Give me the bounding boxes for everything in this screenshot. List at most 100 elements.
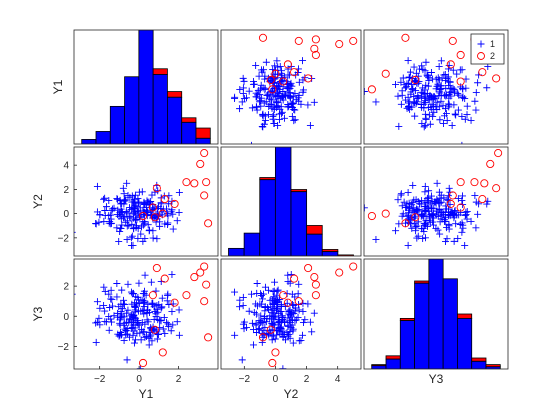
point-group1 [459,192,467,200]
point-group1 [413,234,421,242]
point-group1 [121,325,129,333]
point-group2 [138,358,148,368]
point-group1 [252,103,260,111]
point-group1 [261,283,269,291]
point-group2 [268,85,277,94]
point-group1 [130,327,138,335]
point-group1 [461,241,469,249]
point-group1 [428,100,436,108]
point-group1 [419,89,427,97]
point-group1 [148,299,156,307]
point-group1 [119,300,127,308]
point-group2 [367,85,376,94]
point-group1 [440,216,448,224]
point-group1 [467,116,475,124]
point-group2 [290,68,299,77]
point-group1 [264,304,272,312]
point-group1 [426,120,434,128]
point-group1 [435,103,443,111]
point-group2 [381,209,390,218]
point-group1 [271,335,279,343]
point-group1 [407,68,415,76]
point-group1 [278,108,286,116]
hist-bar-group1 [152,74,168,144]
point-group1 [394,92,402,100]
point-group2 [480,179,489,188]
hist-bar-group1 [385,358,401,369]
point-group1 [238,356,246,364]
point-group1 [137,212,145,220]
point-group1 [270,111,278,119]
legend-marker-circle [477,52,485,60]
x-axis-label-Y3: Y3 [429,372,444,386]
point-group1 [410,63,418,71]
point-group1 [463,208,471,216]
point-group1 [405,104,413,112]
point-group1 [467,217,475,225]
point-group1 [295,91,303,99]
y-axis-label-Y3: Y3 [31,306,45,321]
point-group1 [445,184,453,192]
point-group2 [492,74,501,83]
point-group1 [395,220,403,228]
point-group1 [426,218,434,226]
hist-bar-group1 [306,233,323,256]
x-tick-label: −2 [94,374,106,385]
point-group1 [118,305,126,313]
point-group1 [140,199,148,207]
point-group1 [163,318,171,326]
point-group2 [486,159,495,169]
point-group2 [150,325,159,334]
point-group1 [406,98,414,106]
point-group1 [277,103,285,111]
point-group1 [165,323,173,331]
point-group2 [311,50,320,60]
point-group1 [454,235,462,243]
point-group1 [116,228,124,236]
x-tick-label: −2 [239,374,251,385]
point-group1 [253,280,261,288]
panel-Y3-Y2 [220,258,362,370]
point-group1 [120,213,128,221]
point-group1 [451,206,459,214]
point-group1 [270,315,278,323]
point-group1 [474,210,482,218]
point-group2 [148,203,157,212]
point-group1 [249,341,257,349]
point-group1 [291,89,299,97]
point-group1 [95,314,103,322]
point-group1 [422,221,430,229]
point-group1 [427,192,435,200]
point-group1 [474,79,482,87]
point-group1 [113,293,121,301]
point-group1 [297,100,305,108]
point-group1 [430,214,438,222]
point-group1 [175,189,183,197]
point-group1 [424,71,432,79]
point-group1 [304,101,312,109]
point-group1 [423,72,431,80]
point-group1 [128,232,136,240]
point-group1 [397,100,405,108]
point-group1 [108,318,116,326]
point-group2 [152,263,161,273]
point-group1 [236,296,244,304]
point-group1 [173,318,181,326]
point-group1 [130,311,138,319]
point-group1 [168,270,176,278]
point-group1 [409,181,417,189]
panel-frame [73,258,219,370]
point-group1 [167,327,175,335]
legend: 12 [470,33,505,65]
point-group1 [255,72,263,80]
point-group1 [252,320,260,328]
point-group1 [147,197,155,205]
point-group1 [439,209,447,217]
point-group1 [148,191,156,199]
point-group1 [254,302,262,310]
hist-bar-group1 [471,360,487,369]
point-group1 [455,91,463,99]
point-group1 [239,302,247,310]
legend-label: 2 [490,51,495,61]
